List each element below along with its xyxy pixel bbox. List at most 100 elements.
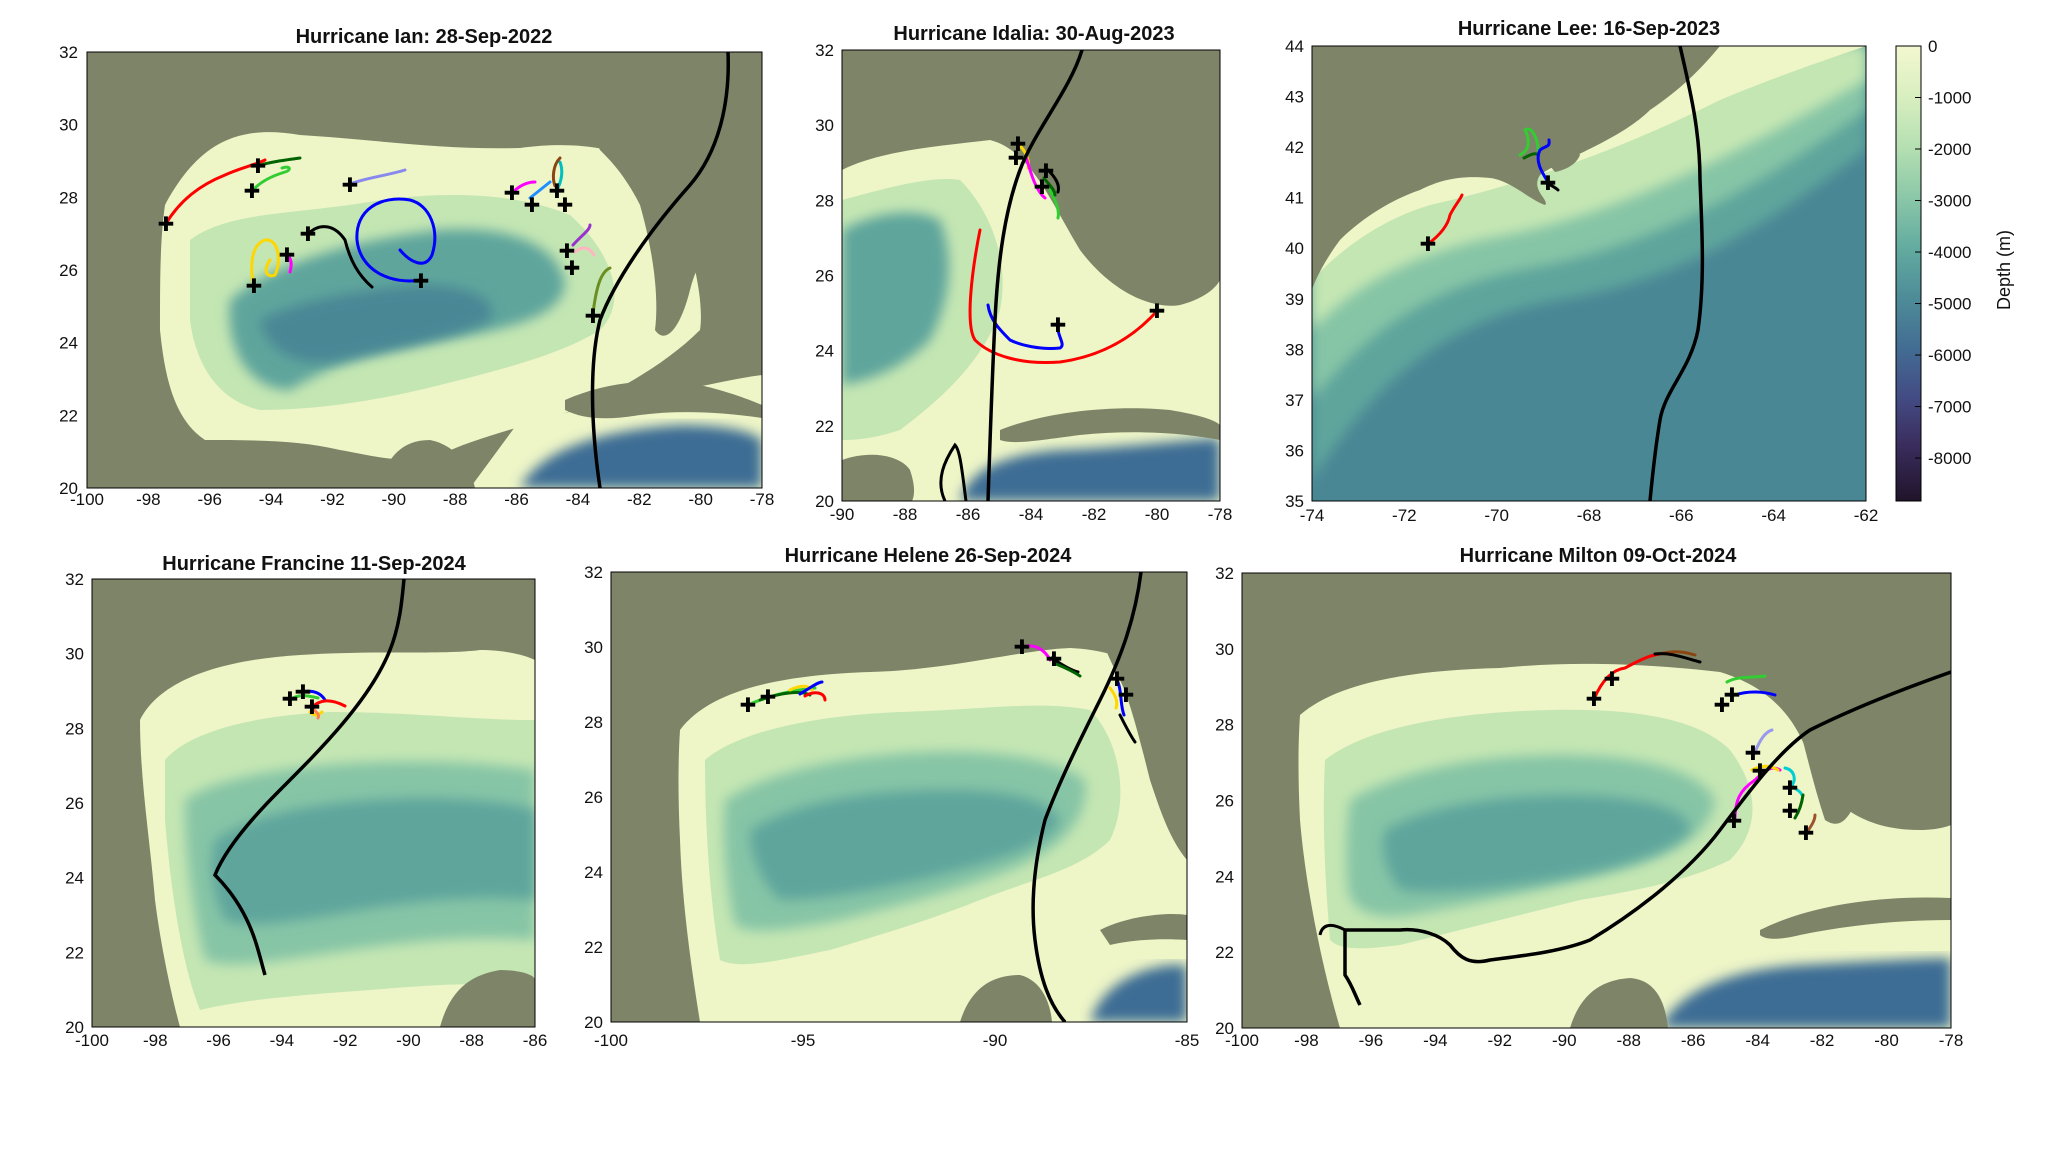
x-tick-label: -94	[270, 1031, 295, 1050]
drifter-darkgreen	[1793, 793, 1805, 820]
x-tick-label: -90	[382, 490, 407, 509]
colorbar-label: Depth (m)	[1994, 230, 2014, 310]
release-marker: ✚	[1714, 695, 1731, 717]
y-tick-label: 28	[1215, 716, 1234, 735]
y-tick-label: 32	[1215, 564, 1234, 583]
map-helene: ✚ ✚ ✚ ✚ ✚ ✚	[611, 572, 1187, 1022]
panel-title: Hurricane Milton 09-Oct-2024	[1460, 545, 1738, 567]
drifter-red	[968, 228, 1159, 365]
x-tick-label: -90	[830, 505, 855, 524]
release-marker: ✚	[504, 183, 521, 205]
drifter-magenta-2	[510, 180, 537, 195]
drifter-magenta	[1024, 155, 1047, 200]
release-markers: ✚ ✚ ✚ ✚ ✚ ✚ ✚ ✚ ✚ ✚	[1586, 669, 1815, 845]
buoy-trajectories	[1426, 127, 1560, 246]
y-tick-label: 43	[1285, 88, 1304, 107]
cayman-trench	[1660, 958, 1951, 1028]
x-tick-label: -82	[1082, 505, 1107, 524]
release-marker: ✚	[282, 689, 299, 711]
release-marker: ✚	[1034, 177, 1051, 199]
drifter-blue	[798, 680, 824, 696]
release-marker: ✚	[1798, 823, 1815, 845]
x-tick-label: -90	[1552, 1031, 1577, 1050]
drifter-magenta	[1020, 644, 1052, 662]
release-marker: ✚	[300, 224, 317, 246]
x-tick-label: -92	[333, 1031, 358, 1050]
map-lee: ✚ ✚	[1312, 46, 1866, 501]
x-tick-label: -84	[1019, 505, 1044, 524]
x-tick-label: -94	[259, 490, 284, 509]
drifter-red	[1592, 652, 1662, 701]
drifter-yellow	[1750, 764, 1780, 772]
drifter-blue	[300, 689, 327, 702]
y-axis-ticks: 20 22 24 26 28 30 32	[65, 570, 84, 1037]
release-marker: ✚	[557, 195, 574, 217]
cayman-trench	[1090, 965, 1187, 1022]
y-tick-label: 32	[584, 563, 603, 582]
y-tick-label: 28	[59, 188, 78, 207]
release-marker: ✚	[1118, 685, 1135, 707]
deep-basin	[1383, 795, 1690, 892]
panel-francine: Hurricane Francine 11-Sep-2024 ✚ ✚ ✚	[65, 553, 547, 1050]
drifter-black	[306, 225, 374, 289]
x-tick-label: -88	[893, 505, 918, 524]
drifter-green	[1048, 188, 1060, 220]
cuba	[565, 381, 762, 419]
release-marker: ✚	[1782, 801, 1799, 823]
axes-frame	[610, 571, 1188, 1023]
x-tick-label: -90	[983, 1031, 1008, 1050]
x-tick-label: -98	[1294, 1031, 1319, 1050]
y-tick-label: 30	[1215, 640, 1234, 659]
panel-title: Hurricane Francine 11-Sep-2024	[162, 553, 466, 575]
drifter-red	[163, 158, 267, 227]
x-tick-label: -80	[1874, 1031, 1899, 1050]
drifter-green	[291, 694, 320, 700]
y-tick-label: 28	[584, 713, 603, 732]
y-tick-label: 30	[59, 116, 78, 135]
panel-milton: Hurricane Milton 09-Oct-2024	[1215, 545, 1963, 1050]
y-tick-label: 32	[65, 570, 84, 589]
axes-frame	[841, 49, 1221, 502]
axes-frame	[1241, 572, 1952, 1029]
map-milton: ✚ ✚ ✚ ✚ ✚ ✚ ✚ ✚ ✚ ✚	[1242, 573, 1951, 1028]
panel-idalia: Hurricane Idalia: 30-Aug-2023 ✚ ✚	[815, 23, 1232, 524]
y-tick-label: 32	[815, 41, 834, 60]
y-tick-label: 35	[1285, 492, 1304, 511]
drifter-black	[1545, 181, 1560, 192]
x-tick-label: -70	[1484, 506, 1509, 525]
release-marker: ✚	[549, 181, 566, 203]
colorbar-ticks: 0 -1000 -2000 -3000 -4000 -5000 -6000 -7000 -800…	[1915, 37, 1971, 468]
x-axis-ticks: -74 -72 -70 -68 -66 -64 -62	[1300, 506, 1879, 525]
colorbar-tick-label: -6000	[1928, 346, 1971, 365]
x-tick-label: -90	[396, 1031, 421, 1050]
drifter-black-2	[1118, 713, 1137, 744]
x-tick-label: -86	[523, 1031, 548, 1050]
drifter-black	[1653, 652, 1702, 664]
y-tick-label: 30	[65, 645, 84, 664]
y-tick-label: 22	[1215, 943, 1234, 962]
yucatan	[960, 975, 1052, 1022]
drifter-sienna	[1805, 813, 1817, 834]
y-tick-label: 20	[584, 1013, 603, 1032]
y-tick-label: 40	[1285, 239, 1304, 258]
x-tick-label: -86	[504, 490, 529, 509]
hurricane-track	[1648, 46, 1705, 501]
drifter-pink	[573, 246, 596, 257]
panel-lee: Hurricane Lee: 16-Sep-2023 ✚ ✚ -74 -7	[1285, 18, 1878, 525]
y-tick-label: 26	[65, 794, 84, 813]
release-marker: ✚	[1014, 637, 1031, 659]
map-idalia: ✚ ✚ ✚ ✚ ✚ ✚	[842, 50, 1220, 501]
release-marker: ✚	[413, 271, 430, 293]
panel-helene: Hurricane Helene 26-Sep-2024	[584, 545, 1199, 1050]
release-marker: ✚	[1724, 685, 1741, 707]
release-marker: ✚	[564, 258, 581, 280]
hurricane-track-secondary	[939, 442, 968, 501]
x-tick-label: -78	[750, 490, 775, 509]
deep-basin	[842, 212, 949, 385]
cuba	[1000, 408, 1220, 443]
x-tick-label: -72	[1392, 506, 1417, 525]
y-tick-label: 26	[59, 261, 78, 280]
release-marker: ✚	[1010, 134, 1027, 156]
x-axis-ticks: -100 -98 -96 -94 -92 -90 -88 -86 -84 -82 -80 -78	[1225, 1031, 1963, 1050]
drifter-purple	[571, 223, 592, 247]
